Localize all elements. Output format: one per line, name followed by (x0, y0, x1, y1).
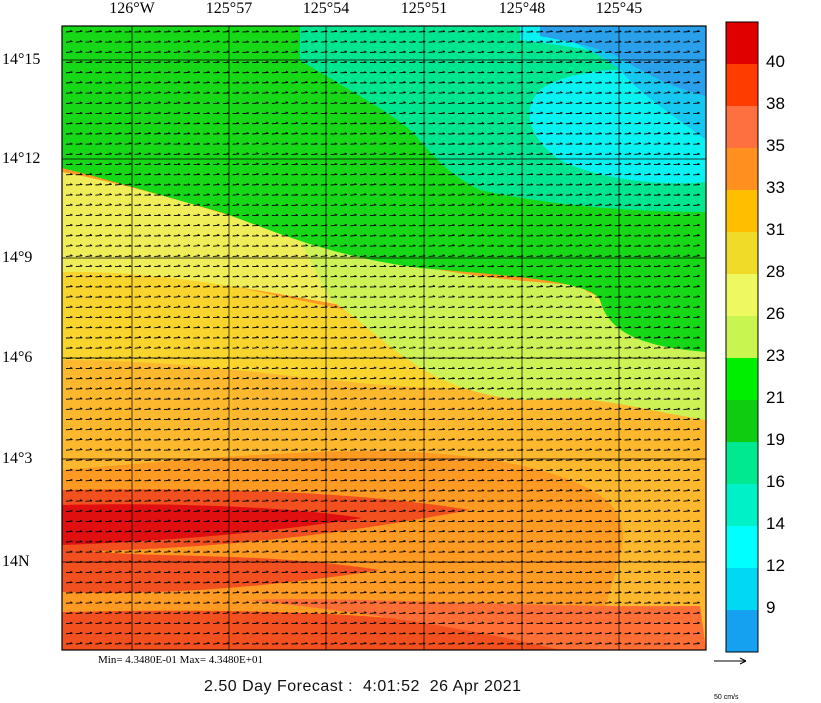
contour-blue (540, 26, 706, 96)
graticule (62, 26, 706, 650)
color-scale-swatch (726, 190, 758, 233)
longitude-label: 125°48 (498, 0, 546, 17)
contour-red-band (62, 504, 362, 545)
speed-contours (62, 26, 706, 650)
latitude-label: 14°6 (2, 349, 33, 366)
color-scale-frame (725, 21, 759, 653)
color-scale-swatch (726, 526, 758, 569)
latitude-label: 14°9 (2, 249, 33, 266)
color-scale-label: 33 (766, 178, 785, 197)
color-scale-swatch (726, 400, 758, 443)
color-scale-swatch (726, 484, 758, 527)
contour-yellow-green (300, 240, 706, 420)
latitude-label: 14°12 (2, 150, 41, 167)
contour-red-bottom (62, 610, 560, 650)
color-scale-swatch (726, 568, 758, 611)
color-scale-swatch (726, 22, 758, 65)
color-scale (725, 21, 759, 653)
contour-orange-red-bottom (250, 599, 706, 650)
latitude-label: 14°3 (2, 450, 33, 467)
color-scale-label: 19 (766, 430, 785, 449)
color-scale-label: 21 (766, 388, 785, 407)
color-scale-swatch (726, 148, 758, 191)
color-scale-swatch (726, 274, 758, 317)
latitude-label: 14N (2, 553, 30, 570)
color-scale-label: 38 (766, 94, 785, 113)
color-scale-label: 14 (766, 514, 785, 533)
current-vectors (65, 29, 700, 645)
color-scale-swatch (726, 316, 758, 359)
contour-red-lower (62, 548, 380, 593)
vector-scale-arrow (714, 657, 747, 665)
color-scale-label: 35 (766, 136, 785, 155)
color-scale-label: 23 (766, 346, 785, 365)
contour-light-orange (62, 330, 706, 650)
color-scale-label: 9 (766, 598, 776, 617)
color-scale-label: 26 (766, 304, 785, 323)
latitude-label: 14°15 (2, 51, 41, 68)
longitude-label: 125°45 (595, 0, 643, 17)
longitude-label: 125°54 (302, 0, 350, 17)
color-scale-swatch (726, 358, 758, 401)
vector-scale-label: 50 cm/s (714, 694, 739, 701)
color-scale-label: 40 (766, 52, 785, 71)
color-scale-swatch (726, 64, 758, 107)
longitude-label: 125°57 (205, 0, 253, 17)
vector-arrows (65, 29, 700, 645)
min-max-label: Min= 4.3480E-01 Max= 4.3480E+01 (98, 654, 263, 666)
forecast-title: 2.50 Day Forecast : 4:01:52 26 Apr 2021 (204, 678, 522, 695)
color-scale-swatch (726, 610, 758, 653)
color-scale-label: 28 (766, 262, 785, 281)
color-scale-label: 16 (766, 472, 785, 491)
color-scale-swatch (726, 442, 758, 485)
longitude-label: 126°W (109, 0, 155, 17)
color-scale-label: 31 (766, 220, 785, 239)
color-scale-swatch (726, 232, 758, 275)
longitude-label: 125°51 (400, 0, 448, 17)
color-scale-label: 12 (766, 556, 785, 575)
map-frame (61, 25, 707, 651)
color-scale-swatch (726, 106, 758, 149)
